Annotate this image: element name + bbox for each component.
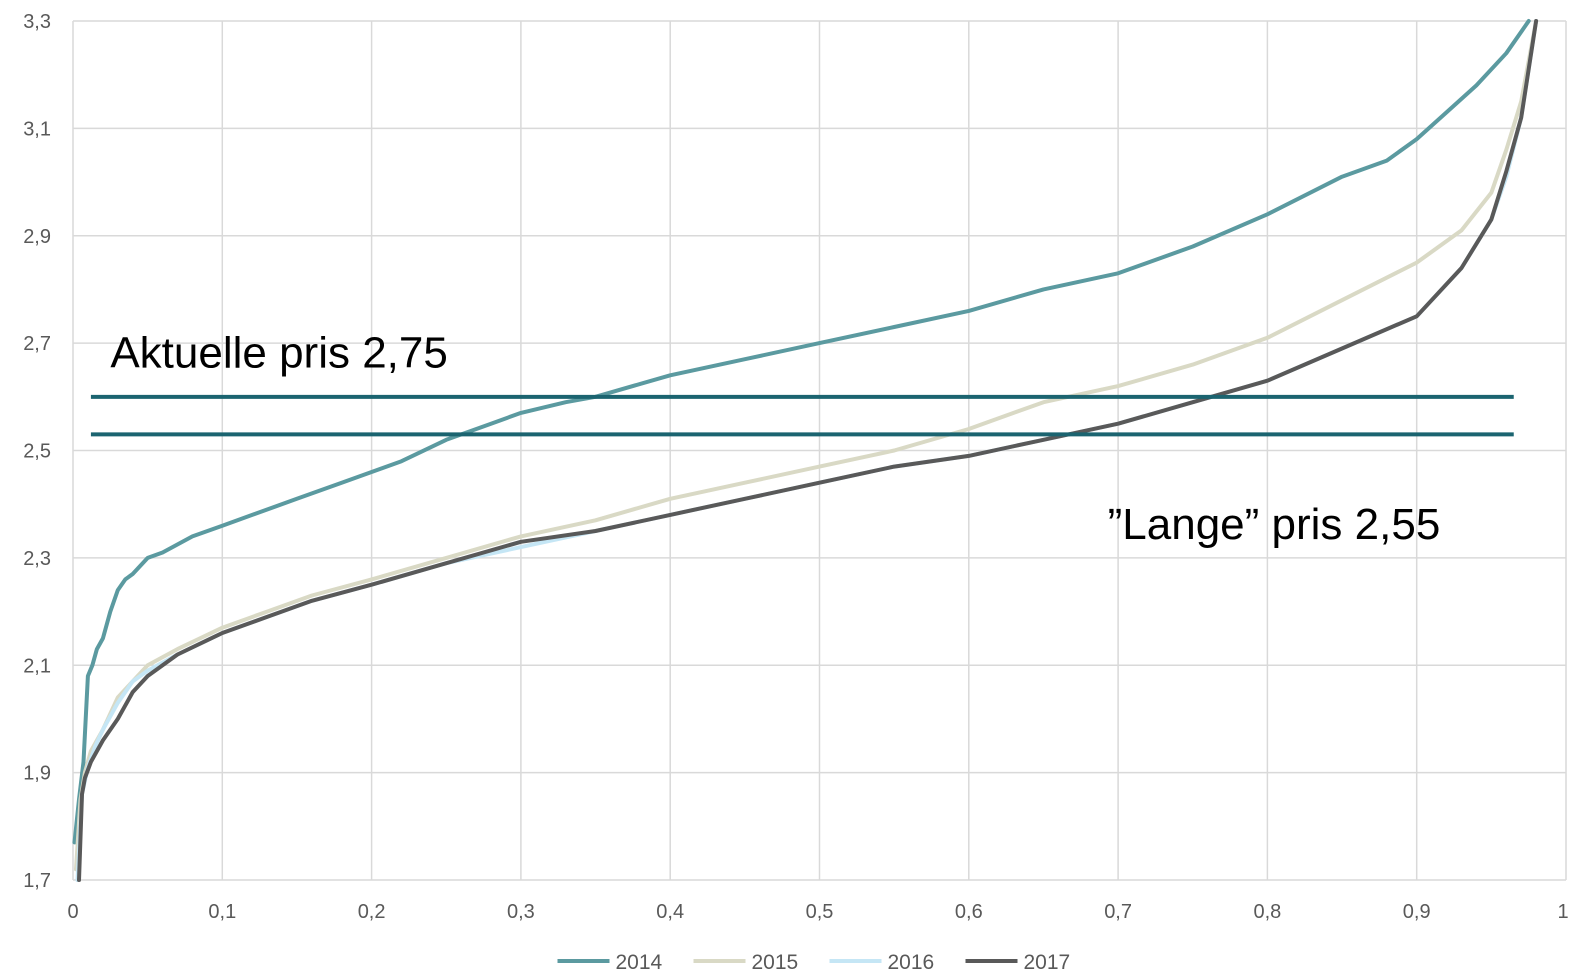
legend: 2014 2015 2016 2017 (557, 951, 1071, 974)
legend-label-2014: 2014 (616, 951, 663, 974)
y-tick-label: 2,5 (23, 441, 51, 463)
x-tick-label: 0,3 (507, 901, 535, 923)
x-tick-label: 1 (1557, 901, 1568, 923)
x-tick-label: 0,9 (1403, 901, 1431, 923)
series-lines (72, 19, 1539, 882)
y-tick-label: 2,1 (23, 655, 51, 677)
y-tick-label: 2,9 (23, 226, 51, 248)
annotation-1: Aktuelle pris 2,75 (110, 328, 448, 377)
x-tick-label: 0,5 (806, 901, 834, 923)
reference-lines (90, 394, 1514, 437)
grid (72, 20, 1567, 881)
y-tick-label: 2,7 (23, 333, 51, 355)
series-line-2017 (77, 19, 1539, 882)
series-line-2014 (72, 19, 1531, 845)
x-tick-label: 0,7 (1104, 901, 1132, 923)
legend-label-2016: 2016 (888, 951, 935, 974)
x-tick-label: 0,6 (955, 901, 983, 923)
annotations: Aktuelle pris 2,75 ”Lange” pris 2,55 (110, 328, 1440, 549)
x-tick-label: 0 (67, 901, 78, 923)
legend-label-2017: 2017 (1024, 951, 1071, 974)
y-tick-label: 3,3 (23, 11, 51, 33)
y-tick-label: 3,1 (23, 118, 51, 140)
annotation-2: ”Lange” pris 2,55 (1108, 500, 1441, 549)
x-tick-label: 0,2 (358, 901, 386, 923)
y-tick-label: 2,3 (23, 548, 51, 570)
y-axis-tick-labels: 1,7 1,9 2,1 2,3 2,5 2,7 2,9 3,1 3,3 (23, 11, 51, 892)
y-tick-label: 1,9 (23, 763, 51, 785)
x-tick-label: 0,8 (1253, 901, 1281, 923)
x-tick-label: 0,4 (656, 901, 684, 923)
y-tick-label: 1,7 (23, 870, 51, 892)
series-line-2015 (74, 19, 1539, 872)
legend-label-2015: 2015 (752, 951, 799, 974)
x-axis-tick-labels: 0 0,1 0,2 0,3 0,4 0,5 0,6 0,7 0,8 0,9 1 (67, 901, 1568, 923)
x-tick-label: 0,1 (208, 901, 236, 923)
